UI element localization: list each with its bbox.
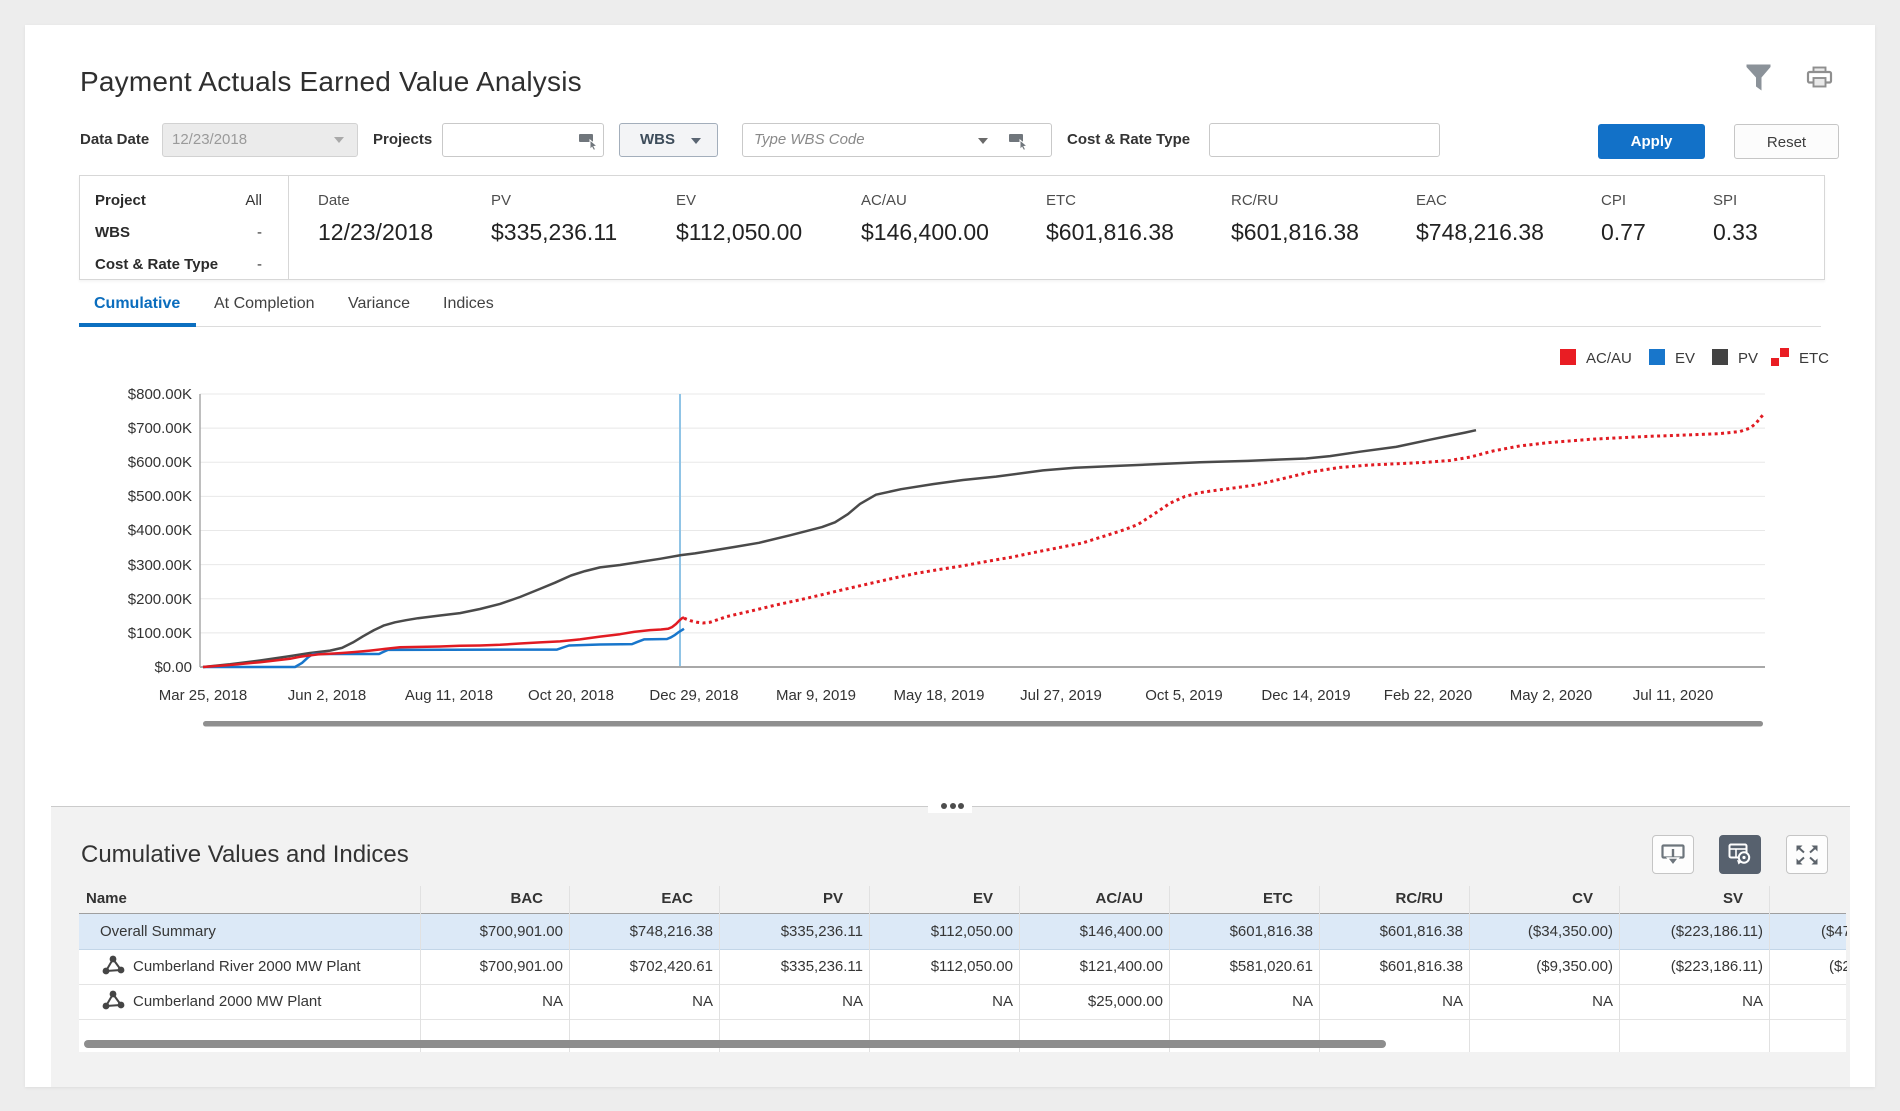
svg-text:May 18, 2019: May 18, 2019 (894, 687, 985, 704)
svg-text:Aug 11, 2018: Aug 11, 2018 (405, 687, 493, 704)
svg-text:Dec 14, 2019: Dec 14, 2019 (1261, 687, 1350, 704)
svg-text:Mar 25, 2018: Mar 25, 2018 (159, 687, 247, 704)
svg-text:Jun 2, 2018: Jun 2, 2018 (288, 687, 366, 704)
svg-text:May 2, 2020: May 2, 2020 (1510, 687, 1593, 704)
svg-text:$400.00K: $400.00K (128, 522, 192, 539)
svg-text:$700.00K: $700.00K (128, 420, 192, 437)
svg-text:$100.00K: $100.00K (128, 625, 192, 642)
svg-text:Jul 11, 2020: Jul 11, 2020 (1633, 687, 1714, 704)
svg-text:$500.00K: $500.00K (128, 488, 192, 505)
svg-text:$800.00K: $800.00K (128, 386, 192, 403)
svg-text:Dec 29, 2018: Dec 29, 2018 (649, 687, 738, 704)
svg-text:$300.00K: $300.00K (128, 557, 192, 574)
svg-text:Oct 5, 2019: Oct 5, 2019 (1145, 687, 1223, 704)
svg-text:Mar 9, 2019: Mar 9, 2019 (776, 687, 856, 704)
svg-text:$600.00K: $600.00K (128, 454, 192, 471)
svg-text:$0.00: $0.00 (154, 659, 192, 676)
svg-text:$200.00K: $200.00K (128, 591, 192, 608)
svg-text:Feb 22, 2020: Feb 22, 2020 (1384, 687, 1472, 704)
svg-text:Jul 27, 2019: Jul 27, 2019 (1020, 687, 1102, 704)
svg-text:Oct 20, 2018: Oct 20, 2018 (528, 687, 614, 704)
